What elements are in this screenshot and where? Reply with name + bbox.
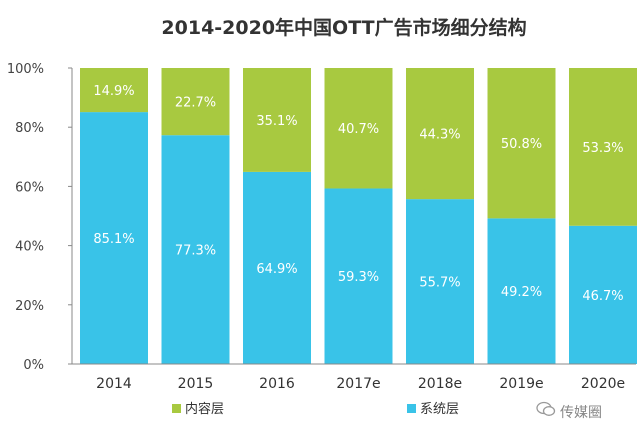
chart-title: 2014-2020年中国OTT广告市场细分结构 xyxy=(161,16,526,39)
x-tick-label: 2017e xyxy=(336,376,380,392)
y-tick-label: 60% xyxy=(15,180,44,195)
legend-label: 内容层 xyxy=(185,401,224,417)
x-tick-label: 2015 xyxy=(178,376,214,392)
data-label-system-2014: 85.1% xyxy=(93,232,134,247)
data-label-content-2019e: 50.8% xyxy=(501,137,542,152)
bar-content-2019e xyxy=(487,68,556,219)
bar-system-2014 xyxy=(80,112,148,364)
data-label-content-2020e: 53.3% xyxy=(582,141,623,156)
data-label-content-2017e: 40.7% xyxy=(338,122,379,137)
bar-system-2020e xyxy=(569,225,637,364)
bar-system-2017e xyxy=(324,188,393,364)
legend-label: 系统层 xyxy=(420,402,459,417)
data-label-content-2016: 35.1% xyxy=(256,114,297,129)
watermark-text: 传媒圈 xyxy=(560,405,602,421)
legend-swatch xyxy=(172,404,181,413)
bar-content-2020e xyxy=(569,68,637,226)
data-label-content-2014: 14.9% xyxy=(93,84,134,99)
data-label-system-2017e: 59.3% xyxy=(338,270,379,285)
bar-system-2018e xyxy=(406,199,474,364)
data-label-system-2019e: 49.2% xyxy=(501,285,542,300)
y-tick-label: 100% xyxy=(7,62,44,77)
bar-content-2015 xyxy=(161,68,230,136)
x-tick-label: 2018e xyxy=(418,376,462,392)
bar-system-2016 xyxy=(243,171,311,364)
x-tick-label: 2019e xyxy=(499,376,543,392)
data-label-content-2018e: 44.3% xyxy=(419,128,460,143)
bar-content-2017e xyxy=(324,68,393,189)
bar-content-2014 xyxy=(80,68,148,113)
bar-content-2018e xyxy=(406,68,474,200)
y-tick-label: 0% xyxy=(23,358,44,373)
data-label-content-2015: 22.7% xyxy=(175,96,216,111)
x-tick-label: 2020e xyxy=(581,376,625,392)
data-label-system-2018e: 55.7% xyxy=(419,276,460,291)
bar-system-2015 xyxy=(161,135,230,364)
bar-system-2019e xyxy=(487,218,556,364)
wechat-bubble-icon xyxy=(536,401,556,416)
y-axis: 0% 20% 40% 60% 80% 100% xyxy=(7,62,73,373)
data-label-system-2015: 77.3% xyxy=(175,244,216,259)
x-axis: 2014 2015 2016 2017e 2018e 2019e 2020e xyxy=(72,363,636,392)
legend: 内容层 系统层 xyxy=(172,401,459,417)
x-tick-label: 2014 xyxy=(96,376,132,392)
y-tick-label: 40% xyxy=(15,240,44,255)
data-label-system-2020e: 46.7% xyxy=(582,289,623,304)
bar-content-2016 xyxy=(243,68,311,172)
y-tick-label: 20% xyxy=(15,299,44,314)
x-tick-label: 2016 xyxy=(259,376,295,392)
legend-swatch xyxy=(407,404,416,413)
y-tick-label: 80% xyxy=(15,121,44,136)
bars-group: 85.1% 14.9% 77.3% 22.7% 64.9% 35.1% 59.3% 40.7%… xyxy=(80,68,637,364)
data-label-system-2016: 64.9% xyxy=(256,262,297,277)
